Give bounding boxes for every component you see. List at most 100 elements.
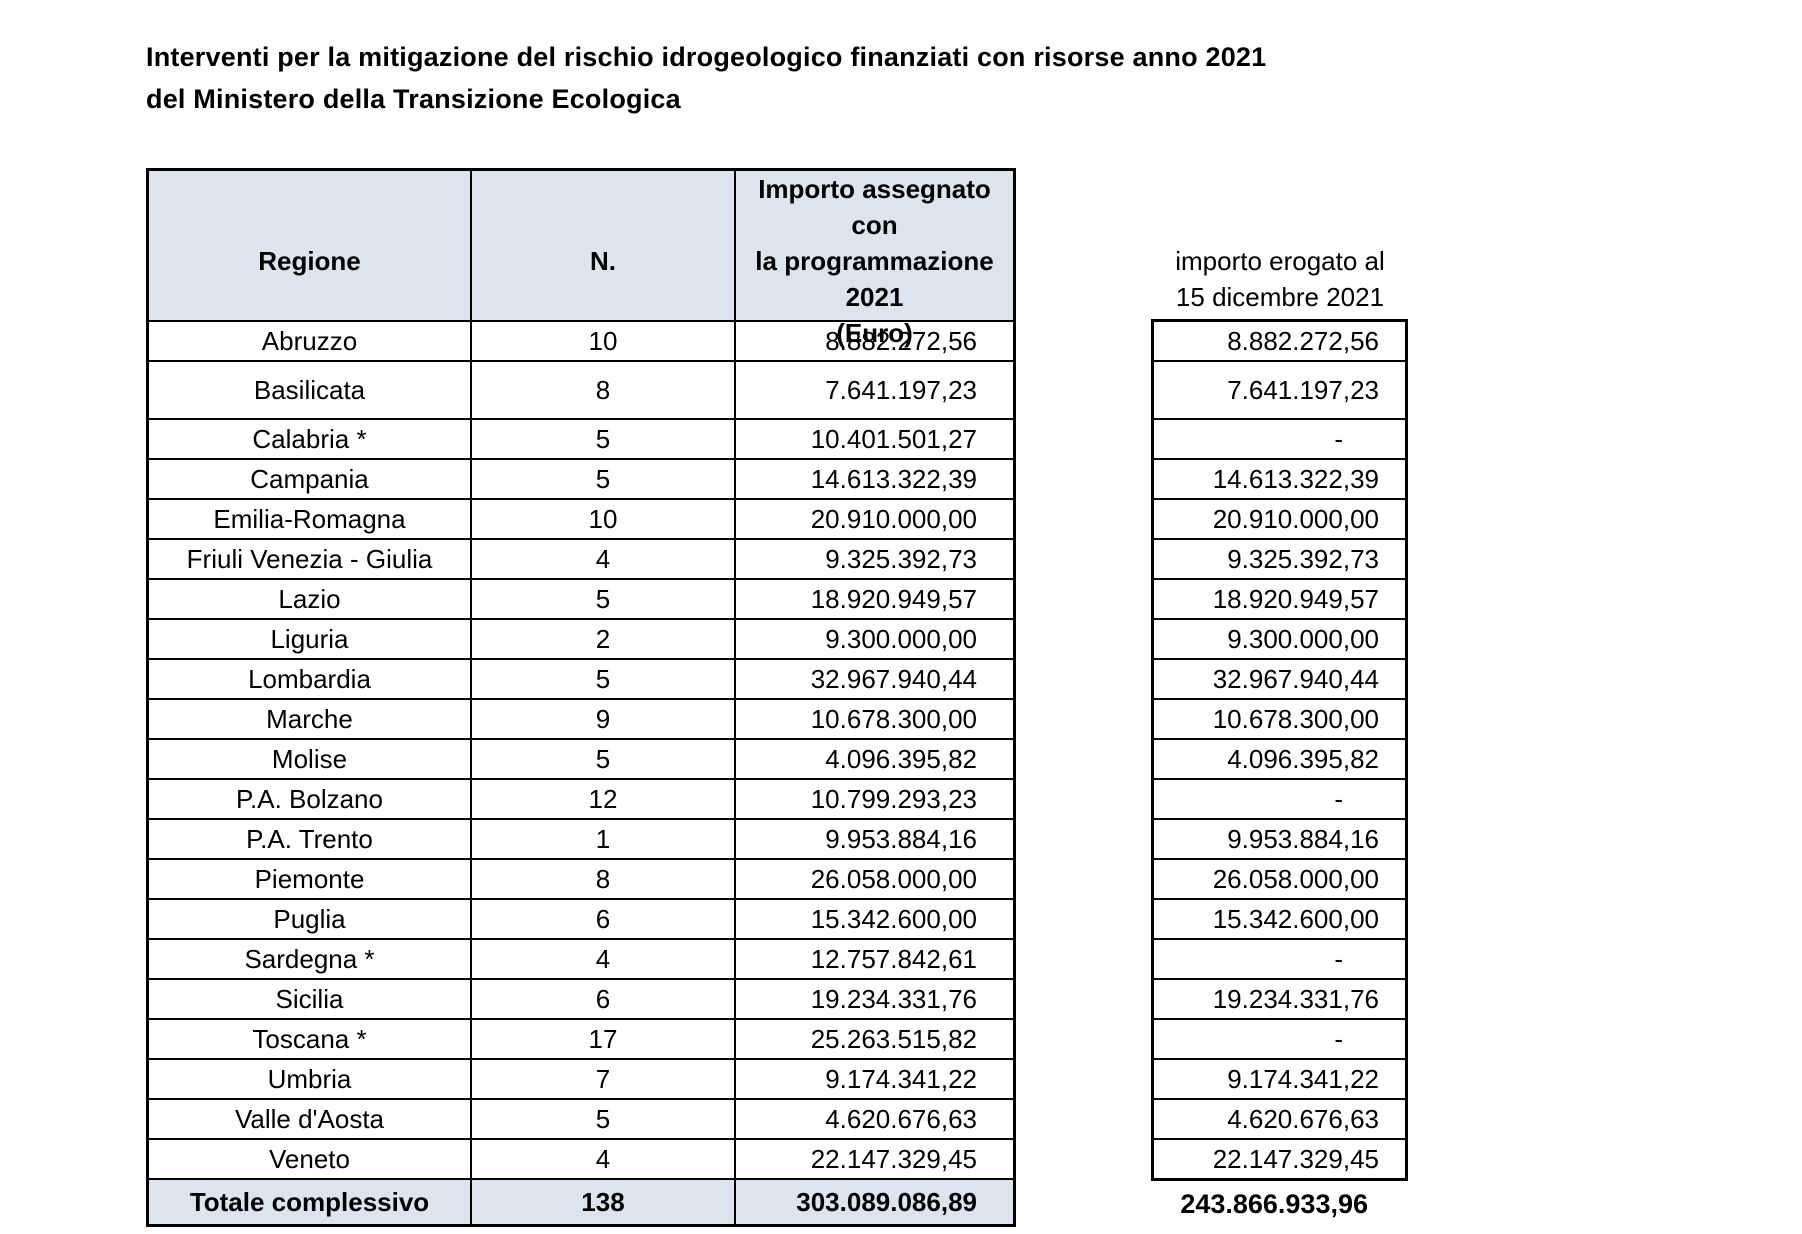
- erogato-row: 22.147.329,45: [1154, 1138, 1405, 1178]
- count-cell: 7: [470, 1060, 734, 1098]
- table-row: Friuli Venezia - Giulia 4 9.325.392,73: [149, 538, 1013, 578]
- page-title-line1: Interventi per la mitigazione del rischi…: [146, 42, 1267, 72]
- count-cell: 10: [470, 500, 734, 538]
- erogato-value: 8.882.272,56: [1227, 325, 1379, 356]
- amount-cell: 12.757.842,61: [734, 940, 1013, 978]
- erogato-value: 4.096.395,82: [1227, 743, 1379, 774]
- region-cell: Lazio: [278, 583, 341, 614]
- amount-cell: 9.325.392,73: [734, 540, 1013, 578]
- erogato-row: 18.920.949,57: [1154, 578, 1405, 618]
- region-cell: Calabria *: [252, 423, 367, 454]
- table-row: Sicilia 6 19.234.331,76: [149, 978, 1013, 1018]
- count-cell: 8: [470, 860, 734, 898]
- table-row: Calabria * 5 10.401.501,27: [149, 418, 1013, 458]
- count-cell: 5: [470, 660, 734, 698]
- erogato-row: 9.325.392,73: [1154, 538, 1405, 578]
- erogato-value: 9.174.341,22: [1227, 1063, 1379, 1094]
- erogato-value: 20.910.000,00: [1212, 503, 1379, 534]
- erogato-value: -: [1334, 423, 1343, 454]
- erogato-row: 26.058.000,00: [1154, 858, 1405, 898]
- erogato-value: 7.641.197,23: [1227, 374, 1379, 405]
- amount-cell: 7.641.197,23: [734, 362, 1013, 418]
- region-cell: P.A. Trento: [246, 823, 373, 854]
- count-cell: 5: [470, 420, 734, 458]
- count-cell: 5: [470, 1100, 734, 1138]
- count-column-header: N.: [470, 171, 734, 351]
- count-cell: 2: [470, 620, 734, 658]
- erogato-value: 9.953.884,16: [1227, 823, 1379, 854]
- amount-cell: 4.620.676,63: [734, 1100, 1013, 1138]
- erogato-row: -: [1154, 418, 1405, 458]
- erogato-column-header: importo erogato al 15 dicembre 2021: [1175, 246, 1385, 312]
- amount-cell: 18.920.949,57: [734, 580, 1013, 618]
- amount-cell: 15.342.600,00: [734, 900, 1013, 938]
- erogato-row: 10.678.300,00: [1154, 698, 1405, 738]
- erogato-row: -: [1154, 938, 1405, 978]
- erogato-row: 9.300.000,00: [1154, 618, 1405, 658]
- amount-cell: 9.953.884,16: [734, 820, 1013, 858]
- total-amount-cell: 303.089.086,89: [734, 1180, 1013, 1224]
- amount-cell: 9.174.341,22: [734, 1060, 1013, 1098]
- region-cell: Umbria: [267, 1063, 352, 1094]
- count-cell: 4: [470, 940, 734, 978]
- erogato-value: 15.342.600,00: [1212, 903, 1379, 934]
- region-cell: Valle d'Aosta: [234, 1103, 385, 1134]
- amount-cell: 32.967.940,44: [734, 660, 1013, 698]
- region-cell: Toscana *: [252, 1023, 367, 1054]
- count-cell: 5: [470, 460, 734, 498]
- region-cell: Abruzzo: [261, 325, 358, 356]
- erogato-row: 15.342.600,00: [1154, 898, 1405, 938]
- erogato-value: 19.234.331,76: [1212, 983, 1379, 1014]
- erogato-row: 8.882.272,56: [1154, 322, 1405, 360]
- table-row: Lombardia 5 32.967.940,44: [149, 658, 1013, 698]
- count-cell: 5: [470, 740, 734, 778]
- table-row: Marche 9 10.678.300,00: [149, 698, 1013, 738]
- erogato-box: 8.882.272,56 7.641.197,23 - 14.613.322,39 20…: [1151, 319, 1408, 1181]
- total-label-cell: Totale complessivo: [189, 1186, 430, 1217]
- amount-cell: 25.263.515,82: [734, 1020, 1013, 1058]
- erogato-row: 9.953.884,16: [1154, 818, 1405, 858]
- count-cell: 6: [470, 980, 734, 1018]
- count-cell: 12: [470, 780, 734, 818]
- erogato-value: 10.678.300,00: [1212, 703, 1379, 734]
- table-row: P.A. Trento 1 9.953.884,16: [149, 818, 1013, 858]
- region-cell: Emilia-Romagna: [213, 503, 406, 534]
- table-row: Molise 5 4.096.395,82: [149, 738, 1013, 778]
- page-title-line2: del Ministero della Transizione Ecologic…: [146, 84, 681, 114]
- erogato-row: 19.234.331,76: [1154, 978, 1405, 1018]
- region-cell: Basilicata: [253, 374, 366, 405]
- table-rows: Abruzzo 10 8.882.272,56 Basilicata 8 7.641.19…: [149, 322, 1013, 1178]
- region-cell: Sardegna *: [244, 943, 375, 974]
- region-cell: Molise: [271, 743, 348, 774]
- region-cell: Friuli Venezia - Giulia: [186, 543, 433, 574]
- table-row: Lazio 5 18.920.949,57: [149, 578, 1013, 618]
- region-cell: Sicilia: [275, 983, 344, 1014]
- region-cell: Puglia: [273, 903, 346, 934]
- erogato-row: -: [1154, 778, 1405, 818]
- table-row: Toscana * 17 25.263.515,82: [149, 1018, 1013, 1058]
- table-total-row: Totale complessivo 138 303.089.086,89: [149, 1178, 1013, 1224]
- erogato-total: 243.866.933,96: [1180, 1188, 1368, 1219]
- page-title: Interventi per la mitigazione del rischi…: [146, 36, 1266, 120]
- count-cell: 17: [470, 1020, 734, 1058]
- amount-cell: 8.882.272,56: [734, 322, 1013, 360]
- table-row: Abruzzo 10 8.882.272,56: [149, 322, 1013, 360]
- erogato-row: 32.967.940,44: [1154, 658, 1405, 698]
- amount-cell: 4.096.395,82: [734, 740, 1013, 778]
- table-row: P.A. Bolzano 12 10.799.293,23: [149, 778, 1013, 818]
- erogato-value: 32.967.940,44: [1212, 663, 1379, 694]
- erogato-row: 4.096.395,82: [1154, 738, 1405, 778]
- table-row: Valle d'Aosta 5 4.620.676,63: [149, 1098, 1013, 1138]
- erogato-row: 20.910.000,00: [1154, 498, 1405, 538]
- region-cell: Campania: [250, 463, 369, 494]
- erogato-value: -: [1334, 943, 1343, 974]
- count-cell: 5: [470, 580, 734, 618]
- table-row: Piemonte 8 26.058.000,00: [149, 858, 1013, 898]
- region-cell: Lombardia: [248, 663, 371, 694]
- erogato-value: 26.058.000,00: [1212, 863, 1379, 894]
- table-row: Veneto 4 22.147.329,45: [149, 1138, 1013, 1178]
- erogato-value: 4.620.676,63: [1227, 1103, 1379, 1134]
- erogato-value: -: [1334, 1023, 1343, 1054]
- count-cell: 8: [470, 362, 734, 418]
